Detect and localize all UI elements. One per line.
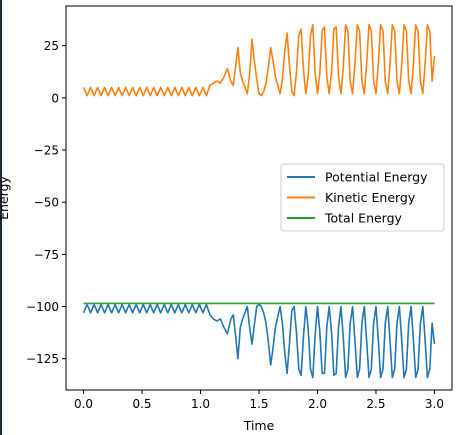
- x-axis-label: Time: [243, 418, 275, 433]
- legend: Potential Energy Kinetic Energy Total Ener…: [280, 163, 445, 232]
- x-tick-label: 1.0: [191, 397, 210, 411]
- y-tick-label: −100: [26, 300, 59, 314]
- x-axis-ticks: 0.0 0.5 1.0 1.5 2.0 2.5 3.0: [74, 390, 444, 411]
- y-tick-label: −125: [26, 352, 59, 366]
- x-tick-label: 0.5: [132, 397, 151, 411]
- y-tick-label: −25: [34, 144, 59, 158]
- legend-frame: [280, 163, 445, 232]
- x-tick-label: 0.0: [74, 397, 93, 411]
- y-tick-label: −75: [34, 248, 59, 262]
- legend-label-kinetic-energy: Kinetic Energy: [325, 190, 416, 205]
- window-edge: [0, 0, 2, 435]
- series-layer: [82, 24, 436, 379]
- y-tick-label: 25: [44, 39, 59, 53]
- x-tick-label: 3.0: [425, 397, 444, 411]
- x-tick-label: 2.5: [366, 397, 385, 411]
- y-axis-label: Energy: [0, 176, 11, 220]
- legend-label-total-energy: Total Energy: [324, 211, 403, 226]
- y-tick-label: −50: [34, 196, 59, 210]
- series-line-kinetic-energy: [82, 24, 436, 97]
- legend-items: Potential Energy Kinetic Energy Total Ener…: [287, 170, 428, 226]
- x-tick-label: 2.0: [308, 397, 327, 411]
- y-tick-label: 0: [51, 91, 59, 105]
- x-tick-label: 1.5: [249, 397, 268, 411]
- series-line-potential-energy: [82, 303, 436, 379]
- legend-label-potential-energy: Potential Energy: [325, 170, 428, 185]
- y-axis-ticks: 25 0 −25 −50 −75 −100 −125: [26, 39, 66, 366]
